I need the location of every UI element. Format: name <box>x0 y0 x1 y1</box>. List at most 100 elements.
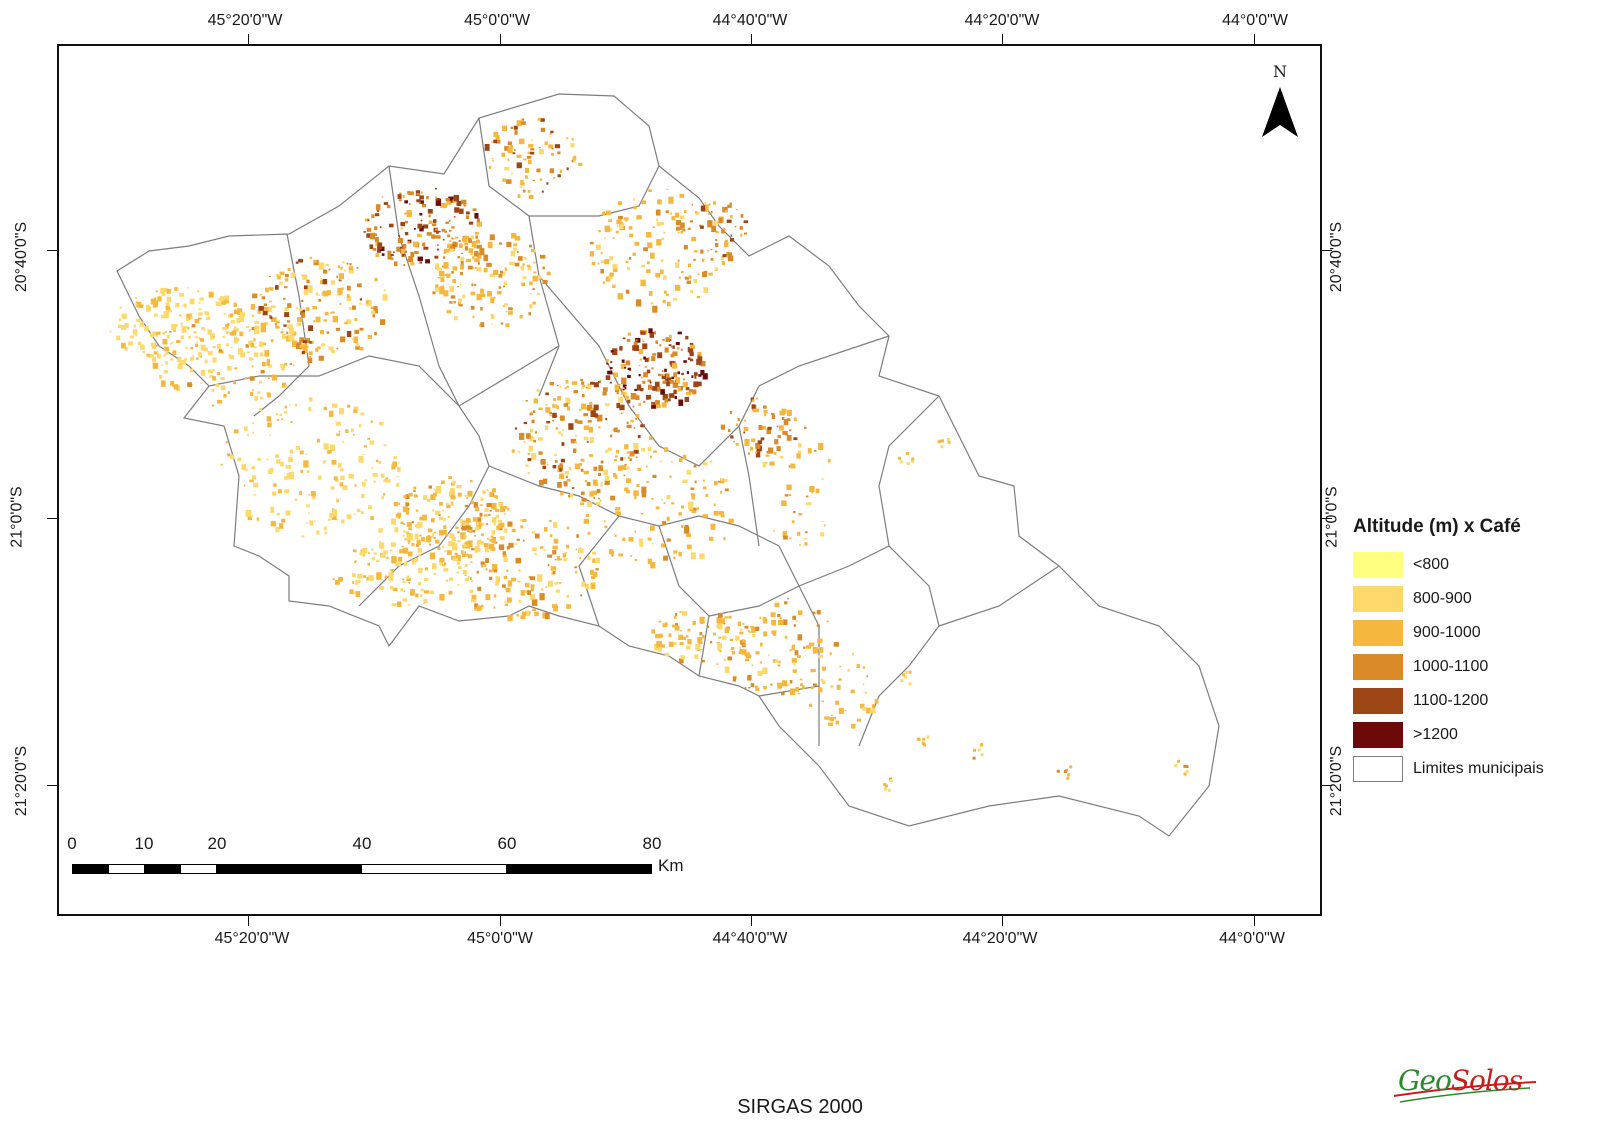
coffee-patch <box>675 377 681 384</box>
coffee-patch <box>367 562 370 566</box>
coffee-patch <box>152 331 157 336</box>
coffee-patch <box>287 324 293 329</box>
coffee-patch <box>533 271 537 274</box>
coffee-patch <box>140 345 145 350</box>
coffee-patch <box>817 638 823 644</box>
coffee-patch <box>489 539 493 542</box>
coffee-patch <box>530 151 535 155</box>
coffee-patch <box>759 616 762 619</box>
graticule-tick <box>1254 916 1255 926</box>
coffee-patch <box>549 411 552 415</box>
coffee-patch <box>662 373 665 377</box>
coffee-patch <box>604 525 608 529</box>
coffee-patch <box>457 301 461 306</box>
coffee-patch <box>302 346 308 353</box>
coffee-patch <box>671 216 676 221</box>
coffee-patch <box>699 553 705 560</box>
coffee-patch <box>651 403 654 406</box>
coffee-patch <box>456 571 459 574</box>
coffee-patch <box>638 364 641 367</box>
coffee-patch <box>589 251 594 257</box>
coffee-patch <box>460 550 464 554</box>
north-arrow-icon <box>1262 87 1298 137</box>
municipal-line <box>738 425 760 547</box>
logo-swoosh-icon <box>1393 1081 1537 1103</box>
coffee-patch <box>518 450 521 454</box>
coffee-patch <box>598 465 603 471</box>
coffee-patch <box>225 324 229 329</box>
coffee-patch <box>625 289 630 294</box>
coffee-patch <box>680 227 683 230</box>
coffee-patch <box>804 542 808 546</box>
coffee-patch <box>571 381 578 385</box>
coffee-patch <box>534 533 540 539</box>
coffee-patch <box>610 495 616 501</box>
coffee-patch <box>585 513 590 518</box>
coffee-patch <box>627 367 631 370</box>
coffee-patch <box>212 404 215 407</box>
coffee-patch <box>721 635 727 640</box>
coffee-patch <box>532 608 536 611</box>
coffee-patch <box>442 564 446 567</box>
coffee-patch <box>573 448 577 454</box>
coffee-patch <box>199 338 203 341</box>
coffee-patch <box>883 787 887 791</box>
coffee-patch <box>674 395 677 400</box>
coffee-patch <box>618 215 623 220</box>
coffee-patch <box>518 138 525 145</box>
logo-text-geo: Geo <box>1398 1064 1452 1097</box>
coffee-patch <box>345 319 352 324</box>
coffee-patch <box>190 316 193 320</box>
coffee-patch <box>476 523 482 529</box>
coffee-patch <box>474 213 479 219</box>
coffee-patch <box>466 518 471 523</box>
coffee-patch <box>461 524 467 531</box>
coffee-patch <box>217 400 223 404</box>
coffee-patch <box>407 532 410 535</box>
coffee-patch <box>416 509 419 512</box>
coffee-patch <box>450 245 456 250</box>
coffee-patch <box>295 261 299 264</box>
coffee-patch <box>440 480 445 485</box>
coffee-patch <box>677 331 682 335</box>
coffee-patch <box>511 577 517 582</box>
coffee-patch <box>633 345 639 351</box>
coffee-patch <box>445 502 449 505</box>
coffee-patch <box>245 344 250 348</box>
coffee-patch <box>208 316 210 319</box>
coffee-patch <box>685 387 690 391</box>
coffee-patch <box>552 177 556 179</box>
coffee-patch <box>449 240 452 242</box>
coffee-patch <box>655 340 658 344</box>
longitude-label-bottom: 45°0'0"W <box>467 930 533 947</box>
coffee-patch <box>308 397 313 402</box>
coffee-patch <box>348 473 354 479</box>
coffee-patch <box>423 599 428 604</box>
coffee-patch <box>165 308 171 312</box>
coffee-patch <box>511 449 515 453</box>
coffee-patch <box>669 380 674 384</box>
coffee-patch <box>427 209 433 214</box>
coffee-patch <box>200 382 203 384</box>
coffee-patch <box>702 479 705 482</box>
coffee-patch <box>489 492 494 497</box>
coffee-patch <box>716 663 719 665</box>
coffee-patch <box>635 393 638 396</box>
coffee-patch <box>374 233 378 236</box>
coffee-patch <box>469 589 473 594</box>
coffee-patch <box>502 125 508 131</box>
coffee-patch <box>444 273 448 276</box>
graticule-tick <box>1002 916 1003 926</box>
coffee-patch <box>565 379 569 384</box>
coffee-patch <box>737 621 742 627</box>
coffee-patch <box>490 315 495 319</box>
coffee-patch <box>542 465 547 470</box>
coffee-patch <box>751 404 756 409</box>
coffee-patch <box>793 662 796 666</box>
coffee-patch <box>663 290 667 294</box>
coffee-patch <box>675 342 680 346</box>
coffee-patch <box>329 444 336 451</box>
coffee-patch <box>651 498 654 500</box>
coffee-patch <box>154 344 157 348</box>
coffee-patch <box>571 487 575 489</box>
